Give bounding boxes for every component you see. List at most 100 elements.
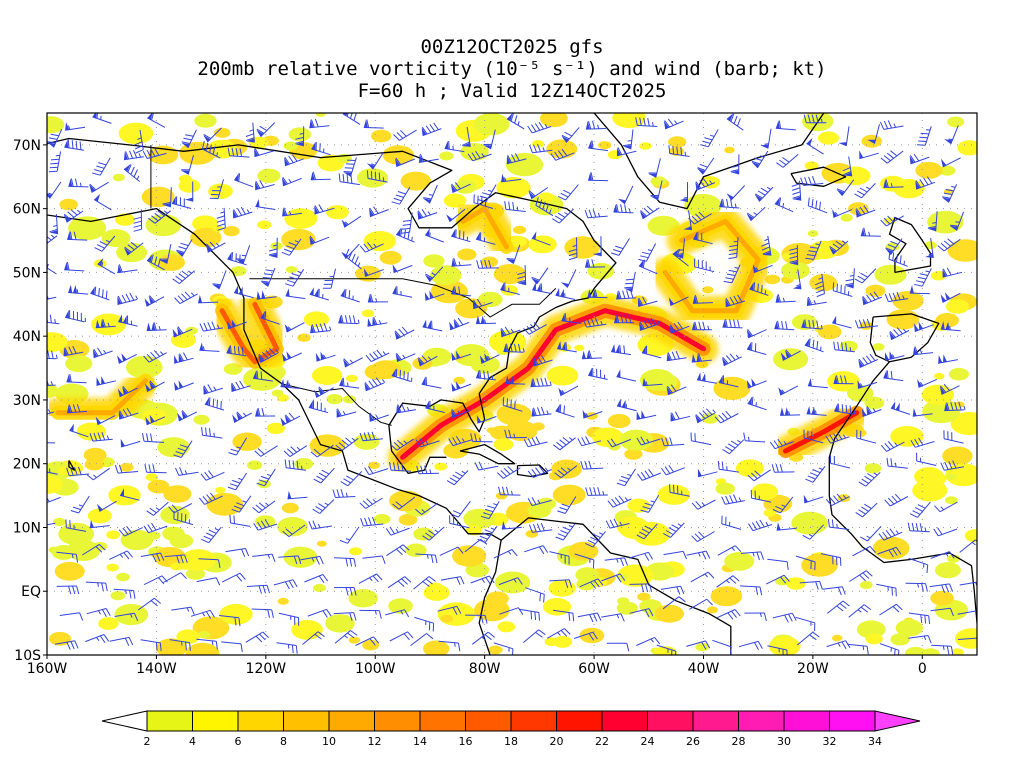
wind-barb (47, 181, 62, 199)
vorticity-cell (192, 215, 219, 232)
vorticity-cell (430, 265, 462, 285)
wind-barb (232, 411, 252, 423)
wind-barb (577, 612, 602, 623)
wind-barb (367, 316, 388, 327)
vorticity-cell (110, 591, 126, 601)
hawaii-coast (68, 460, 76, 471)
wind-barb (527, 497, 552, 507)
wind-barb (245, 631, 270, 643)
wind-barb (696, 372, 717, 384)
wind-barb (792, 269, 802, 290)
wind-barb (446, 470, 469, 486)
wind-barb (855, 502, 878, 518)
vorticity-hudson (447, 193, 522, 262)
wind-barb (717, 460, 739, 473)
colorbar-segment (419, 710, 466, 732)
wind-barb (941, 157, 961, 168)
wind-barb (552, 437, 576, 451)
wind-barb (47, 468, 58, 475)
wind-barb (198, 558, 221, 568)
vorticity-cell (355, 265, 381, 282)
wind-barb (506, 113, 525, 130)
wind-barb (367, 293, 388, 303)
wind-barb (648, 158, 661, 178)
wind-barb (465, 614, 488, 624)
vorticity-cell (283, 546, 318, 568)
wind-barb (623, 129, 634, 150)
wind-barb (535, 197, 554, 217)
wind-barb (780, 349, 801, 361)
wind-barb (716, 575, 740, 588)
country-border (282, 383, 392, 426)
wind-barb (939, 383, 960, 395)
vorticity-cell (443, 193, 467, 208)
wind-barb (616, 398, 637, 412)
wind-barb (679, 182, 688, 203)
wind-barb (65, 519, 87, 532)
wind-barb (854, 318, 879, 329)
wind-barb (746, 206, 766, 222)
vorticity-cell (453, 376, 466, 385)
wind-barb (422, 319, 443, 332)
plot-frame (46, 112, 978, 656)
wind-barb (775, 120, 796, 131)
colorbar-segment (374, 710, 421, 732)
wind-barb (746, 341, 767, 355)
colorbar-segment (510, 710, 557, 732)
wind-barb (862, 291, 882, 306)
vorticity-cell (948, 367, 970, 381)
wind-barb (560, 269, 577, 288)
colorbar-segment (738, 710, 785, 732)
vorticity-jet-streak (387, 295, 719, 473)
wind-barb (169, 639, 191, 651)
vorticity-cell (890, 633, 910, 646)
vorticity-cell (473, 113, 510, 136)
wind-barb (909, 501, 931, 518)
vorticity-cell (283, 141, 298, 151)
wind-barb (842, 156, 853, 177)
wind-barb (660, 465, 685, 476)
wind-barb (256, 122, 276, 138)
wind-barb (415, 553, 438, 564)
wind-barb (802, 524, 824, 540)
vorticity-cell (837, 494, 851, 503)
wind-barb (246, 584, 270, 594)
wind-barb (561, 127, 580, 143)
wind-barb (531, 267, 549, 285)
vorticity-cell (382, 145, 414, 165)
wind-barb (421, 376, 442, 389)
vorticity-cell (495, 492, 508, 500)
lon-tick-label: 100W (355, 661, 396, 677)
wind-barb (629, 608, 654, 618)
vorticity-cell (285, 266, 298, 274)
wind-barb (437, 605, 462, 615)
lon-tick-label: 60W (578, 661, 610, 677)
wind-barb (588, 172, 609, 182)
wind-barb (369, 412, 389, 422)
wind-barb (726, 185, 746, 201)
wind-barb (338, 314, 360, 325)
wind-barb (184, 181, 194, 202)
wind-barb (557, 184, 579, 201)
vorticity-cell (650, 176, 667, 187)
vorticity-cell (277, 597, 289, 605)
vorticity-cell (247, 460, 263, 471)
wind-barb (314, 204, 334, 215)
wind-barb (905, 582, 928, 592)
wind-barb (605, 518, 630, 529)
vorticity-cell (575, 567, 600, 583)
north-america-coast (47, 207, 502, 655)
vorticity-cell (423, 640, 450, 655)
wind-barb (499, 607, 524, 615)
wind-barb (65, 122, 86, 131)
vorticity-cell (930, 590, 954, 606)
wind-barb (721, 494, 745, 505)
wind-barb (502, 397, 523, 412)
vorticity-cell (313, 583, 326, 593)
wind-barb (718, 375, 739, 388)
wind-barb (883, 370, 904, 382)
vorticity-cell (119, 462, 134, 472)
vorticity-cell (389, 490, 423, 512)
wind-barb (162, 187, 172, 208)
vorticity-cell (368, 461, 380, 469)
